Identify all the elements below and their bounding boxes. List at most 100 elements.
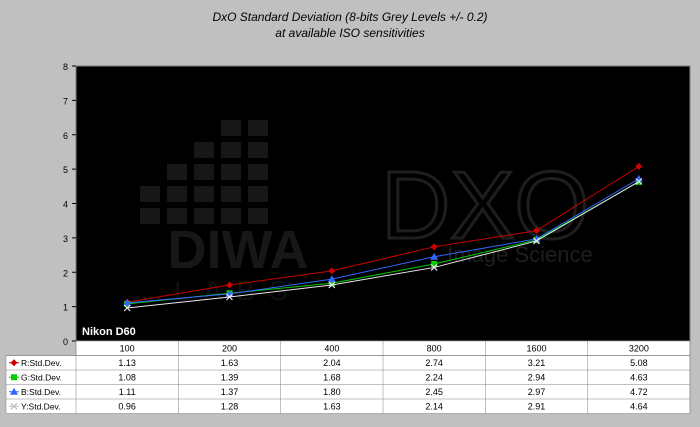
legend-label: G:Std.Dev. xyxy=(21,372,62,382)
series-line xyxy=(127,178,640,304)
diwa-logo-block xyxy=(194,208,214,224)
data-label: 1.13 xyxy=(118,358,136,368)
data-label: 2.24 xyxy=(425,372,443,382)
data-point-stroke xyxy=(226,293,233,301)
diwa-logo-block xyxy=(221,186,241,202)
y-tick-label: 0 xyxy=(63,337,68,347)
x-category-label: 800 xyxy=(427,344,442,354)
x-category-label: 400 xyxy=(324,344,339,354)
data-label: 5.08 xyxy=(630,358,648,368)
data-label: 1.68 xyxy=(323,372,341,382)
data-point xyxy=(328,280,335,287)
data-label: 1.80 xyxy=(323,387,341,397)
data-label: 2.04 xyxy=(323,358,341,368)
data-label: 4.63 xyxy=(630,372,648,382)
data-point xyxy=(10,359,18,367)
x-category-label: 1600 xyxy=(526,344,546,354)
data-point xyxy=(10,387,18,395)
data-label: 2.74 xyxy=(425,358,443,368)
diwa-logo-block xyxy=(248,186,268,202)
data-label: 2.91 xyxy=(528,401,546,411)
diwa-logo-block xyxy=(248,120,268,136)
watermark-image-science-text: Image Science xyxy=(447,242,593,267)
data-point xyxy=(430,243,438,251)
plot-area xyxy=(75,65,691,342)
data-label: 1.39 xyxy=(221,372,239,382)
data-point xyxy=(328,281,336,289)
data-point-stroke xyxy=(10,402,18,410)
watermark-dxo-text: DXO xyxy=(381,152,589,259)
data-label: 4.72 xyxy=(630,387,648,397)
data-point xyxy=(635,162,643,170)
data-point xyxy=(533,237,540,245)
data-point-stroke xyxy=(430,264,438,271)
data-label: 1.63 xyxy=(221,358,239,368)
data-point xyxy=(430,252,439,260)
y-tick-label: 6 xyxy=(63,131,68,141)
watermark-diwa-text: DIWA xyxy=(168,220,309,280)
data-label: 4.64 xyxy=(630,401,648,411)
data-point xyxy=(11,374,17,381)
series-b xyxy=(123,174,643,306)
diwa-logo-block xyxy=(221,120,241,136)
camera-label: Nikon D60 xyxy=(82,326,136,338)
diwa-logo-block xyxy=(248,142,268,158)
data-label: 0.96 xyxy=(118,401,136,411)
data-point xyxy=(226,293,233,301)
diwa-logo-block xyxy=(248,208,268,224)
diwa-logo-block xyxy=(221,208,241,224)
chart-subtitle: at available ISO sensitivities xyxy=(275,26,425,40)
data-point-stroke xyxy=(123,304,131,312)
y-tick-label: 5 xyxy=(63,165,68,175)
y-tick-label: 3 xyxy=(63,234,68,244)
data-label: 1.11 xyxy=(119,387,136,397)
diwa-logo-block xyxy=(248,164,268,180)
data-label: 1.28 xyxy=(221,401,239,411)
diwa-logo-block xyxy=(167,208,187,224)
diwa-logo-block xyxy=(221,142,241,158)
y-tick-label: 2 xyxy=(63,268,68,278)
diwa-logo-block xyxy=(194,142,214,158)
diwa-logo-block xyxy=(194,164,214,180)
legend-label: Y:Std.Dev. xyxy=(21,401,61,411)
data-point-stroke xyxy=(533,237,540,245)
data-label: 1.63 xyxy=(323,401,341,411)
y-tick-label: 4 xyxy=(63,200,68,210)
diwa-logo-block xyxy=(167,164,187,180)
y-tick-label: 7 xyxy=(63,96,68,106)
x-category-label: 3200 xyxy=(629,344,649,354)
legend-label: R:Std.Dev. xyxy=(21,358,61,368)
data-point xyxy=(123,304,131,312)
series-r xyxy=(123,162,643,306)
y-tick-label: 8 xyxy=(63,62,68,72)
data-point xyxy=(123,298,132,306)
data-point xyxy=(533,227,540,235)
data-point-stroke xyxy=(635,178,643,185)
chart-title: DxO Standard Deviation (8-bits Grey Leve… xyxy=(212,10,488,24)
data-label: 3.21 xyxy=(528,358,546,368)
data-label: 1.37 xyxy=(221,387,239,397)
x-category-label: 100 xyxy=(120,344,135,354)
series-line xyxy=(127,165,640,303)
data-point xyxy=(328,267,336,275)
diwa-logo-block xyxy=(167,186,187,202)
data-point-stroke xyxy=(328,281,336,289)
diwa-logo-block xyxy=(194,186,214,202)
data-point xyxy=(635,178,643,185)
data-point xyxy=(327,275,336,283)
series-line xyxy=(127,181,640,309)
legend-label: B:Std.Dev. xyxy=(21,387,61,397)
data-label: 1.08 xyxy=(118,372,136,382)
y-tick-label: 1 xyxy=(63,303,68,313)
data-label: 2.97 xyxy=(528,387,546,397)
diwa-logo-block xyxy=(140,186,160,202)
data-label: 2.45 xyxy=(425,387,443,397)
x-category-label: 200 xyxy=(222,344,237,354)
data-point xyxy=(430,264,438,271)
data-point xyxy=(10,402,18,410)
data-label: 2.94 xyxy=(528,372,546,382)
diwa-logo-block xyxy=(221,164,241,180)
